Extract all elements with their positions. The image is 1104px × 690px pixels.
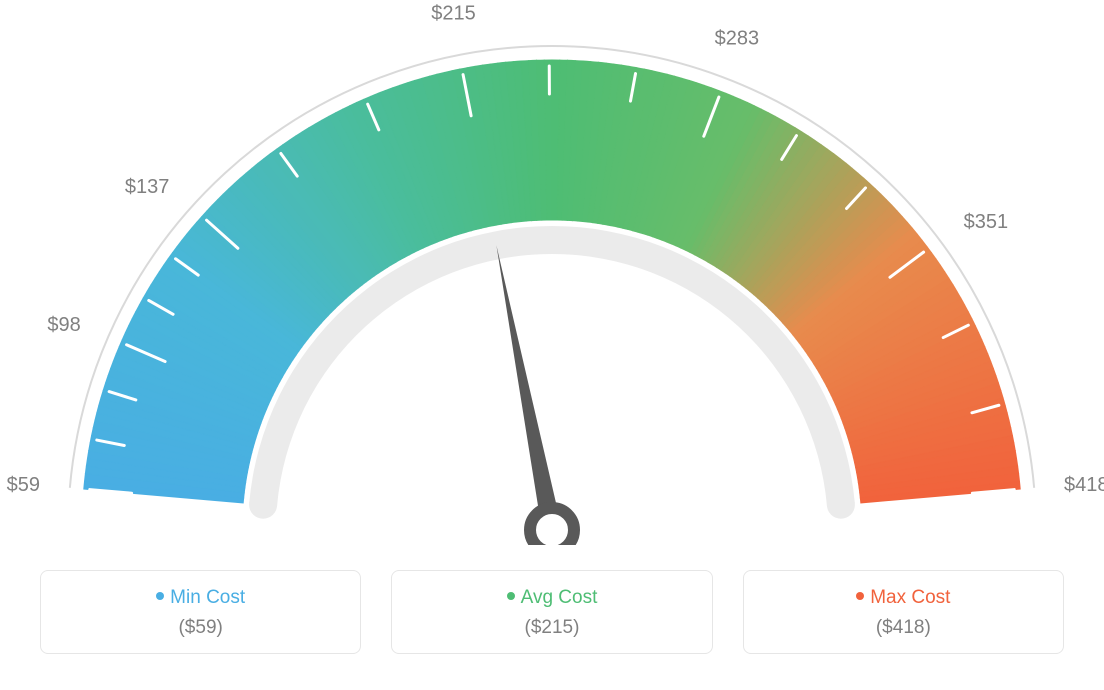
cost-gauge: $59 $98 $137 $215 $283 $351 $418 bbox=[0, 0, 1104, 545]
inner-ring-cap bbox=[249, 491, 277, 519]
tick-label: $59 bbox=[7, 474, 40, 496]
dot-icon bbox=[856, 592, 864, 600]
legend-value-avg: ($215) bbox=[402, 617, 701, 639]
legend-label: Min Cost bbox=[170, 587, 245, 608]
legend-title-min: Min Cost bbox=[51, 587, 350, 609]
legend-card-avg: Avg Cost ($215) bbox=[391, 570, 712, 654]
needle-hub bbox=[530, 508, 574, 545]
tick-label: $98 bbox=[47, 314, 80, 336]
tick-label: $215 bbox=[431, 3, 476, 25]
inner-ring-cap bbox=[827, 491, 855, 519]
legend-label: Max Cost bbox=[870, 587, 950, 608]
legend-row: Min Cost ($59) Avg Cost ($215) Max Cost … bbox=[0, 570, 1104, 654]
tick-label: $351 bbox=[964, 211, 1009, 233]
legend-value-max: ($418) bbox=[754, 617, 1053, 639]
gauge-band bbox=[84, 60, 1020, 503]
dot-icon bbox=[156, 592, 164, 600]
tick-label: $418 bbox=[1064, 474, 1104, 496]
tick-label: $283 bbox=[715, 27, 760, 49]
dot-icon bbox=[507, 592, 515, 600]
gauge-svg: $59 $98 $137 $215 $283 $351 $418 bbox=[0, 0, 1104, 545]
legend-value-min: ($59) bbox=[51, 617, 350, 639]
legend-title-avg: Avg Cost bbox=[402, 587, 701, 609]
legend-label: Avg Cost bbox=[521, 587, 598, 608]
tick-label: $137 bbox=[125, 176, 170, 198]
needle bbox=[496, 245, 561, 532]
legend-card-max: Max Cost ($418) bbox=[743, 570, 1064, 654]
legend-card-min: Min Cost ($59) bbox=[40, 570, 361, 654]
legend-title-max: Max Cost bbox=[754, 587, 1053, 609]
